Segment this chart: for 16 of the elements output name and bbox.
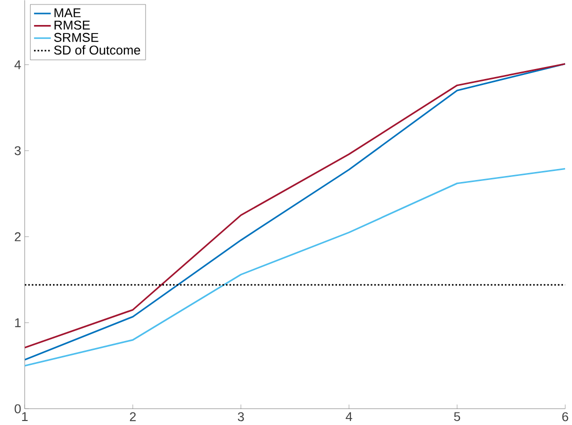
legend-label: RMSE — [54, 20, 90, 30]
y-tick-label: 2 — [14, 232, 21, 242]
x-tick-label: 6 — [562, 412, 568, 422]
y-tick-label: 4 — [14, 60, 21, 70]
x-tick-label: 5 — [454, 412, 460, 422]
legend-label: SD of Outcome — [54, 46, 140, 55]
legend-label: MAE — [54, 8, 81, 18]
y-tick-label: 3 — [14, 146, 21, 156]
x-tick-label: 1 — [22, 412, 28, 422]
x-tick-label: 3 — [238, 412, 244, 422]
line-series — [24, 168, 566, 367]
x-tick-label: 2 — [130, 412, 136, 422]
y-tick-label: 0 — [14, 404, 21, 414]
legend-label: SRMSE — [54, 33, 98, 42]
x-tick-label: 4 — [346, 412, 352, 422]
y-tick-label: 1 — [15, 318, 21, 328]
